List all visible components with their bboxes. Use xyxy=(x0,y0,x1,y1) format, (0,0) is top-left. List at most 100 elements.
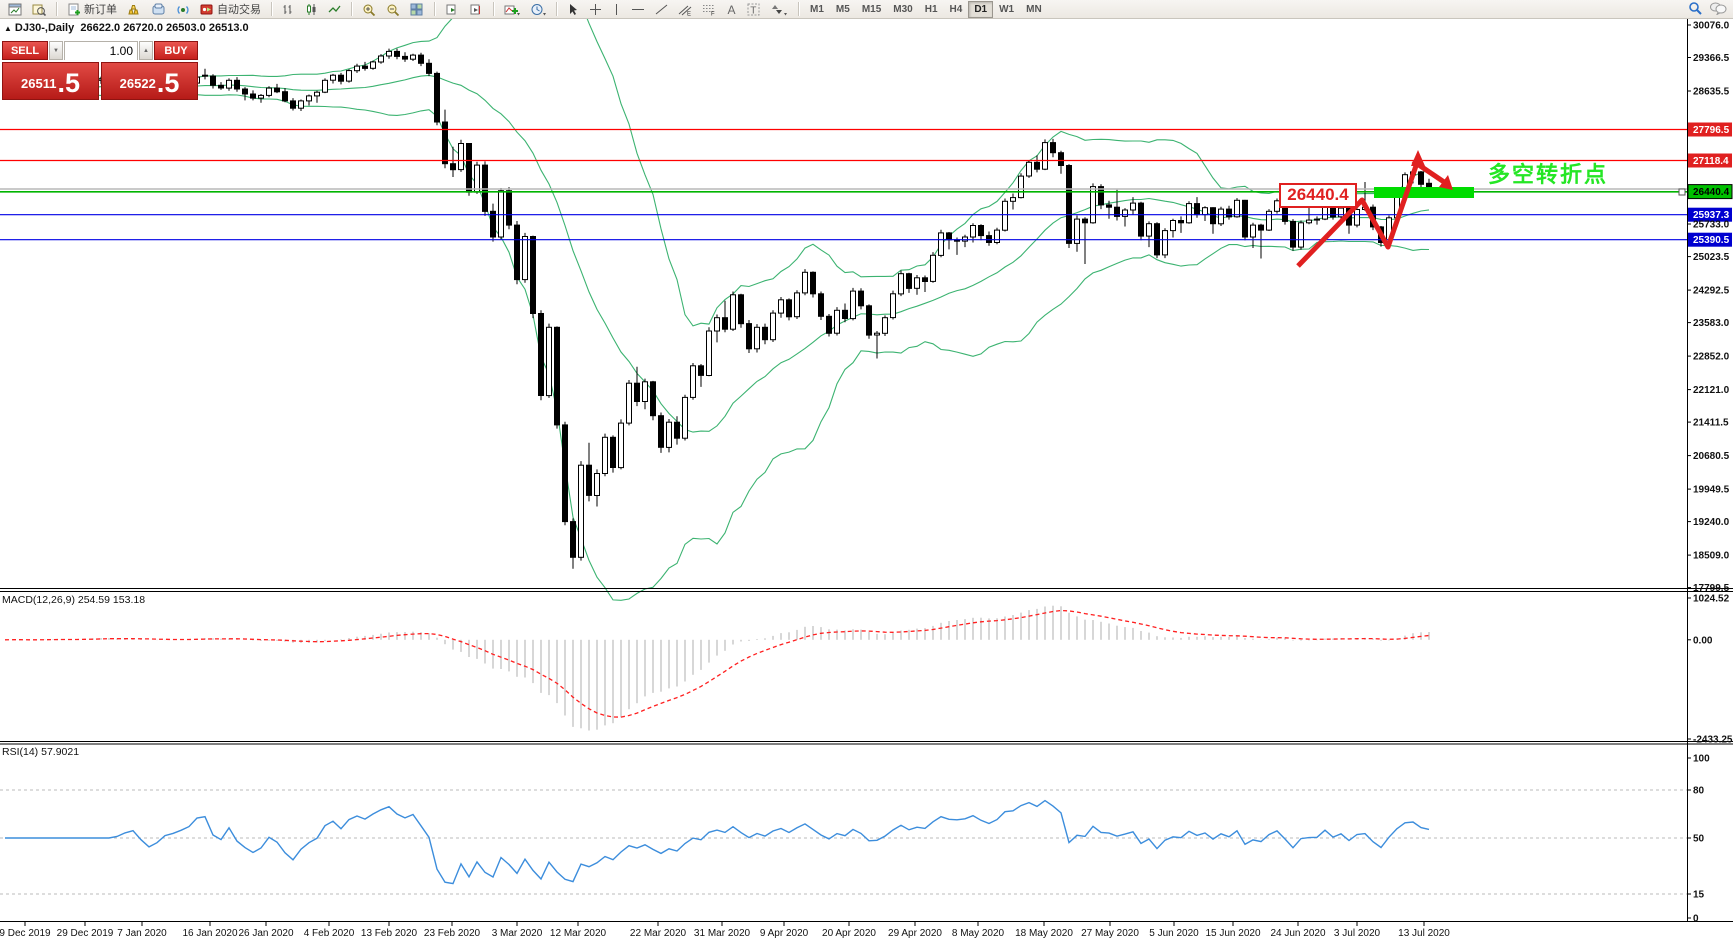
svg-text:22852.0: 22852.0 xyxy=(1693,352,1730,363)
turning-point-annotation[interactable]: 多空转折点 xyxy=(1488,162,1609,187)
fibo-icon[interactable]: F xyxy=(697,0,721,18)
gold-icon[interactable] xyxy=(122,0,147,18)
periods-icon[interactable] xyxy=(525,0,551,18)
svg-text:23 Feb 2020: 23 Feb 2020 xyxy=(424,928,481,939)
ohlc-low: 26503.0 xyxy=(166,22,206,34)
timeframe-mn[interactable]: MN xyxy=(1026,3,1042,15)
svg-text:24292.5: 24292.5 xyxy=(1693,286,1730,297)
terminal-icon[interactable] xyxy=(147,0,171,18)
macd-signal-value: 153.18 xyxy=(112,594,146,606)
price-callout-label[interactable]: 26440.4 xyxy=(1279,183,1357,208)
symbol-title: DJ30-,Daily xyxy=(14,22,75,34)
svg-text:31 Mar 2020: 31 Mar 2020 xyxy=(694,928,751,939)
indicators-icon[interactable] xyxy=(499,0,525,18)
new-order-label: 新订单 xyxy=(84,4,117,16)
rsi-value: 57.9021 xyxy=(41,746,80,758)
svg-text:25390.5: 25390.5 xyxy=(1693,235,1730,246)
bar-chart-icon[interactable] xyxy=(277,0,300,18)
text-icon[interactable]: A xyxy=(721,0,742,18)
svg-text:18 May 2020: 18 May 2020 xyxy=(1015,928,1073,939)
svg-text:26440.4: 26440.4 xyxy=(1693,187,1730,198)
sell-price: 26511 xyxy=(21,76,57,91)
charts-icon[interactable] xyxy=(3,0,27,18)
timeframe-m30[interactable]: M30 xyxy=(893,3,913,15)
svg-text:1024.52: 1024.52 xyxy=(1693,594,1730,605)
svg-text:23583.0: 23583.0 xyxy=(1693,318,1730,329)
autotrading-button[interactable]: 自动交易 xyxy=(195,0,266,18)
timeframe-m1[interactable]: M1 xyxy=(810,3,824,15)
svg-text:22 Mar 2020: 22 Mar 2020 xyxy=(630,928,687,939)
svg-text:28635.5: 28635.5 xyxy=(1693,87,1730,98)
svg-text:19949.5: 19949.5 xyxy=(1693,485,1730,496)
svg-text:13 Feb 2020: 13 Feb 2020 xyxy=(361,928,418,939)
crosshair-icon[interactable] xyxy=(584,0,607,18)
signal-icon[interactable] xyxy=(171,0,195,18)
channel-icon[interactable]: E xyxy=(673,0,697,18)
svg-text:25733.0: 25733.0 xyxy=(1693,220,1730,231)
hline-icon[interactable] xyxy=(626,0,650,18)
volume-down-stepper[interactable]: ▼ xyxy=(49,41,63,60)
svg-text:0: 0 xyxy=(1693,914,1699,925)
svg-text:29 Apr 2020: 29 Apr 2020 xyxy=(888,928,942,939)
svg-text:29 Dec 2019: 29 Dec 2019 xyxy=(57,928,114,939)
ohlc-high: 26720.0 xyxy=(123,22,163,34)
svg-text:19240.0: 19240.0 xyxy=(1693,517,1730,528)
ohlc-close: 26513.0 xyxy=(208,22,249,34)
volume-input[interactable] xyxy=(65,42,137,60)
one-click-trading-panel: SELL ▼ ▲ BUY 26511.5 26522.5 xyxy=(2,41,198,100)
macd-indicator-label: MACD(12,26,9) 254.59 153.18 xyxy=(2,594,146,606)
cursor-icon[interactable] xyxy=(562,0,584,18)
candle-chart-icon[interactable] xyxy=(300,0,323,18)
search-icon[interactable] xyxy=(1688,1,1703,18)
svg-text:27118.4: 27118.4 xyxy=(1693,156,1729,167)
new-order-button[interactable]: 新订单 xyxy=(62,0,122,18)
trendline-icon[interactable] xyxy=(650,0,673,18)
sell-price-box[interactable]: 26511.5 xyxy=(2,62,99,100)
timeframe-m15[interactable]: M15 xyxy=(861,3,882,15)
svg-text:20680.5: 20680.5 xyxy=(1693,451,1730,462)
svg-text:15: 15 xyxy=(1693,890,1705,901)
timeframe-group: M1 M5 M15 M30 H1 H4 D1 W1 MN xyxy=(801,0,1051,18)
timeframe-h1[interactable]: H1 xyxy=(924,3,938,15)
svg-text:F: F xyxy=(711,11,715,16)
svg-text:18509.0: 18509.0 xyxy=(1693,551,1730,562)
svg-text:27 May 2020: 27 May 2020 xyxy=(1081,928,1139,939)
tile-windows-icon[interactable] xyxy=(405,0,429,18)
shift-end-icon[interactable] xyxy=(464,0,488,18)
svg-text:3 Mar 2020: 3 Mar 2020 xyxy=(492,928,543,939)
market-watch-icon[interactable] xyxy=(27,0,51,18)
timeframe-h4[interactable]: H4 xyxy=(949,3,963,15)
svg-text:9 Apr 2020: 9 Apr 2020 xyxy=(760,928,809,939)
profile-icon[interactable] xyxy=(440,0,464,18)
svg-text:22121.0: 22121.0 xyxy=(1693,385,1730,396)
svg-text:21411.5: 21411.5 xyxy=(1693,418,1729,429)
main-toolbar: 新订单 自动交易 E F A T xyxy=(0,0,1733,19)
buy-button[interactable]: BUY xyxy=(154,41,198,60)
svg-text:80: 80 xyxy=(1693,786,1705,797)
timeframe-d1[interactable]: D1 xyxy=(968,0,994,18)
zoom-out-icon[interactable] xyxy=(381,0,405,18)
buy-price-box[interactable]: 26522.5 xyxy=(101,62,198,100)
line-chart-icon[interactable] xyxy=(323,0,346,18)
svg-text:-2433.25: -2433.25 xyxy=(1693,735,1733,746)
svg-text:16 Jan 2020: 16 Jan 2020 xyxy=(182,928,237,939)
new-order-icon xyxy=(68,3,80,15)
svg-text:8 May 2020: 8 May 2020 xyxy=(952,928,1005,939)
svg-text:A: A xyxy=(728,3,736,16)
vline-icon[interactable] xyxy=(607,0,626,18)
zoom-in-icon[interactable] xyxy=(357,0,381,18)
svg-text:25023.5: 25023.5 xyxy=(1693,252,1730,263)
rsi-indicator-label: RSI(14) 57.9021 xyxy=(2,746,80,758)
timeframe-m5[interactable]: M5 xyxy=(835,3,850,15)
volume-up-stepper[interactable]: ▲ xyxy=(139,41,153,60)
expand-icon[interactable]: ▲ xyxy=(4,24,12,33)
label-icon[interactable]: T xyxy=(742,0,765,18)
chat-icon[interactable] xyxy=(1709,1,1727,18)
sell-button[interactable]: SELL xyxy=(2,41,48,60)
svg-text:3 Jul 2020: 3 Jul 2020 xyxy=(1334,928,1381,939)
arrows-icon[interactable] xyxy=(765,0,793,18)
timeframe-w1[interactable]: W1 xyxy=(999,3,1015,15)
autotrading-label: 自动交易 xyxy=(217,4,261,16)
